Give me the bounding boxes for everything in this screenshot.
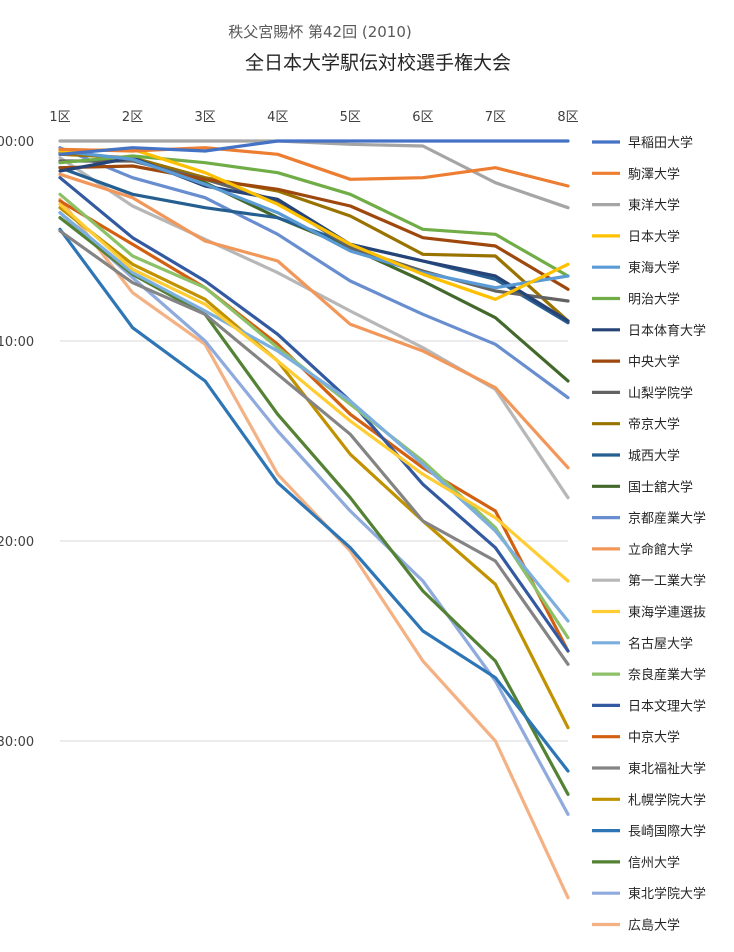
series-line [58,202,570,583]
legend-label: 城西大学 [628,448,680,464]
legend-label: 駒澤大学 [628,166,680,182]
legend-label: 奈良産業大学 [628,667,706,683]
x-tick-label: 2区 [122,110,143,125]
legend-label: 山梨学院学 [628,385,693,401]
x-tick-label: 3区 [195,110,216,125]
legend-label: 日本大学 [628,229,680,245]
legend-label: 第一工業大学 [628,573,706,589]
legend-label: 中京大学 [628,730,680,746]
legend-label: 中央大学 [628,354,680,370]
series-line [58,139,570,156]
series-line [58,146,570,400]
x-tick-label: 5区 [340,110,361,125]
legend-label: 立命館大学 [628,542,693,558]
legend-label: 明治大学 [628,292,680,308]
legend-label: 東洋大学 [628,198,680,214]
x-tick-label: 1区 [49,110,70,125]
series-line [58,227,570,773]
series-line [58,176,570,653]
y-tick-label: 0:30:00 [0,735,34,750]
y-tick-label: 0:10:00 [0,335,34,350]
series-line [58,206,570,730]
series-line [58,156,570,500]
legend-label: 帝京大学 [628,417,680,433]
series-line [58,216,570,796]
series-line [58,139,570,210]
legend-label: 京都産業大学 [628,511,706,527]
x-tick-label: 8区 [557,110,578,125]
x-tick-label: 7区 [485,110,506,125]
legend-label: 日本文理大学 [628,698,706,714]
series-line [58,164,570,291]
x-axis-labels: 1区 2区 3区 4区 5区 6区 7区 8区 [49,110,578,125]
legend: 早稲田大学駒澤大学東洋大学日本大学東海大学明治大学日本体育大学中央大学山梨学院学… [592,135,706,934]
legend-label: 長崎国際大学 [628,824,706,840]
legend-label: 国士舘大学 [628,479,693,495]
x-tick-label: 6区 [412,110,433,125]
series-line [58,197,570,900]
series-line [58,199,570,653]
y-tick-label: 0:20:00 [0,535,34,550]
legend-label: 東北福祉大学 [628,761,706,777]
series-line [58,149,570,290]
series-line [58,172,570,470]
chart-subtitle: 秩父宮賜杯 第42回 (2010) [228,23,412,41]
y-axis-labels: 0:00:00 0:10:00 0:20:00 0:30:00 [0,135,34,750]
series-line [58,147,570,301]
legend-label: 信州大学 [628,855,680,871]
legend-label: 東海大学 [628,260,680,276]
y-tick-label: 0:00:00 [0,135,34,150]
series-line [58,229,570,666]
legend-label: 名古屋大学 [628,636,693,652]
series-line [58,211,570,623]
chart-title: 全日本大学駅伝対校選手権大会 [245,52,511,74]
legend-label: 東北学院大学 [628,886,706,902]
legend-label: 日本体育大学 [628,323,706,339]
series-lines [58,139,570,900]
series-line [58,146,570,188]
series-line [58,192,570,640]
series-line [58,154,570,278]
legend-label: 広島大学 [628,918,680,934]
legend-label: 東海学連選抜 [628,605,706,621]
legend-label: 早稲田大学 [628,135,693,151]
x-tick-label: 4区 [267,110,288,125]
legend-label: 札幌学院大学 [628,792,706,808]
